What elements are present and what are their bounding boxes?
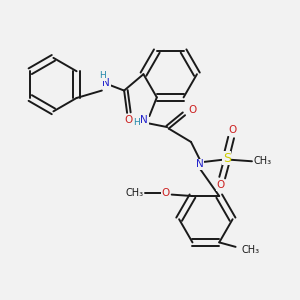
Text: S: S (223, 152, 231, 165)
Text: CH₃: CH₃ (125, 188, 144, 198)
Text: H: H (99, 71, 106, 80)
Text: CH₃: CH₃ (242, 245, 260, 255)
Text: O: O (217, 180, 225, 190)
Text: N: N (140, 115, 148, 125)
Text: O: O (188, 105, 196, 115)
Text: CH₃: CH₃ (253, 156, 272, 166)
Text: O: O (162, 188, 170, 198)
Text: O: O (229, 125, 237, 135)
Text: H: H (133, 118, 140, 127)
Text: N: N (196, 159, 204, 169)
Text: N: N (102, 78, 110, 88)
Text: O: O (124, 115, 133, 125)
